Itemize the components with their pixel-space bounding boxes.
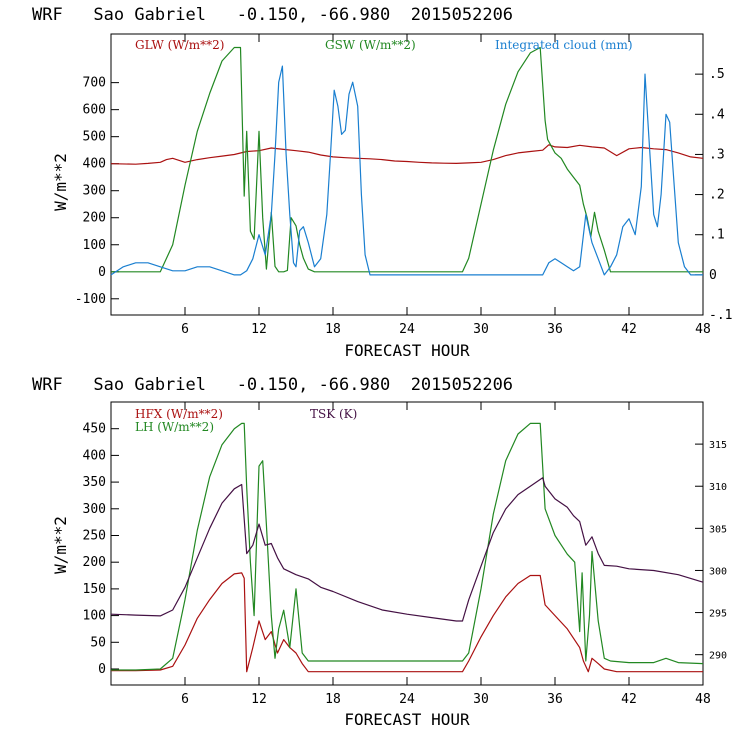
bottom-y-tick-label: 50 [90,635,106,650]
bottom-chart: WRF Sao Gabriel -0.150, -66.980 20150522… [32,375,727,729]
top-y-tick-label: 200 [83,211,106,226]
top-y2-tick-label: 0 [709,268,717,283]
bottom-y-tick-label: 350 [83,475,106,490]
top-chart: WRF Sao Gabriel -0.150, -66.980 20150522… [32,5,732,360]
top-x-tick-label: 18 [325,322,341,337]
bottom-y2-tick-label: 290 [709,651,727,662]
top-x-tick-label: 30 [473,322,489,337]
bottom-x-tick-label: 24 [399,692,415,707]
bottom-chart-title: WRF Sao Gabriel -0.150, -66.980 20150522… [32,375,513,395]
top-x-tick-label: 48 [695,322,711,337]
bottom-y-tick-label: 300 [83,502,106,517]
bottom-y-tick-label: 150 [83,582,106,597]
top-series-integrated [110,65,703,276]
top-y-tick-label: 600 [83,103,106,118]
top-x-tick-label: 12 [251,322,267,337]
bottom-series-lh [111,422,704,671]
bottom-y-axis-label: W/m**2 [51,516,70,574]
bottom-y-tick-label: 100 [83,609,106,624]
top-series-gsw [111,46,703,273]
top-y-tick-label: 500 [83,130,106,145]
bottom-series-tsk [110,477,704,622]
top-y2-tick-label: .3 [709,147,725,162]
top-x-tick-label: 36 [547,322,563,337]
top-y-tick-label: -100 [75,292,106,307]
top-x-axis-label: FORECAST HOUR [344,341,470,360]
bottom-y-tick-label: 450 [83,422,106,437]
bottom-y2-tick-label: 305 [709,524,727,535]
bottom-x-tick-label: 6 [181,692,189,707]
bottom-x-tick-label: 48 [695,692,711,707]
top-y-tick-label: 400 [83,157,106,172]
top-series-glw [110,144,704,165]
top-x-tick-label: 24 [399,322,415,337]
bottom-series-hfx [111,572,703,673]
bottom-y2-ticks: 290 295 300 305 310 315 [695,440,727,662]
legend-lh: LH (W/m**2) [135,420,214,434]
bottom-y-tick-label: 0 [98,662,106,677]
top-y2-tick-label: -.1 [709,308,732,323]
top-x-tick-label: 6 [181,322,189,337]
bottom-y-tick-label: 400 [83,448,106,463]
legend-hfx: HFX (W/m**2) [135,407,223,421]
top-y-tick-label: 700 [83,76,106,91]
bottom-y2-tick-label: 310 [709,482,727,493]
legend-glw: GLW (W/m**2) [135,38,224,52]
top-y-axis-label: W/m**2 [51,153,70,211]
bottom-x-tick-label: 18 [325,692,341,707]
top-y2-tick-label: .2 [709,188,725,203]
bottom-x-axis-label: FORECAST HOUR [344,710,470,729]
bottom-plot-frame [110,401,704,686]
bottom-y-ticks: 0 50 100 150 200 250 300 350 400 450 [83,422,119,677]
top-y2-tick-label: .5 [709,67,725,82]
top-y2-ticks: -.1 0 .1 .2 .3 .4 .5 [695,67,732,323]
top-x-tick-label: 42 [621,322,637,337]
bottom-x-tick-label: 36 [547,692,563,707]
bottom-y2-tick-label: 295 [709,609,727,620]
top-y-tick-label: 0 [98,265,106,280]
bottom-y-tick-label: 250 [83,528,106,543]
legend-gsw: GSW (W/m**2) [325,38,416,52]
bottom-y2-tick-label: 300 [709,566,727,577]
bottom-x-ticks: 6 12 18 24 30 36 42 48 [181,402,711,707]
top-chart-title: WRF Sao Gabriel -0.150, -66.980 20150522… [32,5,513,25]
bottom-x-tick-label: 12 [251,692,267,707]
top-y-tick-label: 100 [83,238,106,253]
bottom-series-group [110,422,704,673]
bottom-x-tick-label: 30 [473,692,489,707]
top-y-tick-label: 300 [83,184,106,199]
top-series-group [110,46,704,276]
bottom-y2-tick-label: 315 [709,440,727,451]
bottom-y-tick-label: 200 [83,555,106,570]
top-x-ticks: 6 12 18 24 30 36 42 48 [181,34,711,337]
top-y2-tick-label: .1 [709,228,725,243]
bottom-x-tick-label: 42 [621,692,637,707]
legend-tsk: TSK (K) [310,407,357,421]
legend-integrated-cloud: Integrated cloud (mm) [495,38,633,52]
top-y2-tick-label: .4 [709,107,725,122]
top-plot-frame [110,33,704,316]
